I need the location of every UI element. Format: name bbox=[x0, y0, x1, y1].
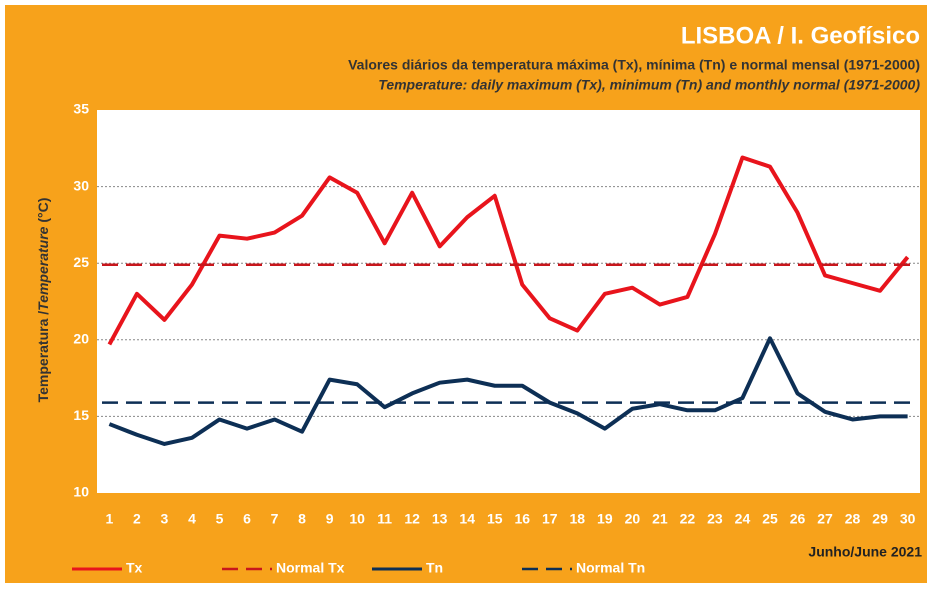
y-tick-label: 35 bbox=[73, 101, 89, 117]
data-line bbox=[108, 336, 908, 446]
x-tick-label: 9 bbox=[326, 511, 334, 527]
y-tick-label: 15 bbox=[73, 407, 89, 423]
x-tick-label: 30 bbox=[900, 511, 916, 527]
x-tick-label: 14 bbox=[459, 511, 475, 527]
period-label: Junho/June 2021 bbox=[808, 544, 922, 560]
x-tick-label: 4 bbox=[188, 511, 196, 527]
x-tick-label: 5 bbox=[216, 511, 224, 527]
x-tick-label: 17 bbox=[542, 511, 558, 527]
y-tick-label: 25 bbox=[73, 254, 89, 270]
y-label-part: Temperatura / bbox=[35, 311, 51, 403]
x-tick-label: 6 bbox=[243, 511, 251, 527]
x-tick-label: 25 bbox=[762, 511, 778, 527]
legend-label: Normal Tx bbox=[276, 560, 345, 576]
y-tick-label: 30 bbox=[73, 177, 89, 193]
x-tick-label: 3 bbox=[161, 511, 169, 527]
x-tick-label: 18 bbox=[570, 511, 586, 527]
x-tick-label: 22 bbox=[680, 511, 696, 527]
legend-label: Normal Tn bbox=[576, 560, 645, 576]
x-tick-label: 15 bbox=[487, 511, 503, 527]
y-tick-label: 10 bbox=[73, 484, 89, 500]
y-label-part: Temperature bbox=[35, 226, 51, 311]
x-tick-label: 12 bbox=[404, 511, 420, 527]
plot-area bbox=[97, 110, 920, 493]
chart-title: LISBOA / I. Geofísico bbox=[681, 22, 920, 49]
y-label-part: (°C) bbox=[35, 198, 51, 227]
x-tick-label: 28 bbox=[845, 511, 861, 527]
x-tick-label: 29 bbox=[872, 511, 888, 527]
y-axis-label: Temperatura /Temperature (°C) bbox=[35, 198, 51, 403]
x-tick-label: 11 bbox=[377, 511, 392, 527]
x-tick-label: 2 bbox=[133, 511, 141, 527]
data-line bbox=[107, 155, 910, 346]
x-tick-label: 16 bbox=[514, 511, 530, 527]
subtitle: Valores diários da temperatura máxima (T… bbox=[348, 57, 920, 73]
legend-label: Tn bbox=[426, 560, 443, 576]
x-tick-label: 27 bbox=[817, 511, 833, 527]
x-tick-label: 13 bbox=[432, 511, 448, 527]
y-tick-label: 20 bbox=[73, 331, 89, 347]
x-tick-label: 24 bbox=[735, 511, 751, 527]
x-tick-label: 10 bbox=[349, 511, 365, 527]
x-tick-label: 7 bbox=[271, 511, 279, 527]
x-tick-label: 8 bbox=[298, 511, 306, 527]
subtitle-en: Temperature: daily maximum (Tx), minimum… bbox=[378, 77, 920, 93]
x-tick-label: 23 bbox=[707, 511, 723, 527]
x-tick-label: 20 bbox=[625, 511, 641, 527]
legend-label: Tx bbox=[126, 560, 143, 576]
x-tick-label: 26 bbox=[790, 511, 806, 527]
x-tick-label: 1 bbox=[105, 511, 113, 527]
x-tick-label: 19 bbox=[597, 511, 613, 527]
x-tick-label: 21 bbox=[652, 511, 668, 527]
